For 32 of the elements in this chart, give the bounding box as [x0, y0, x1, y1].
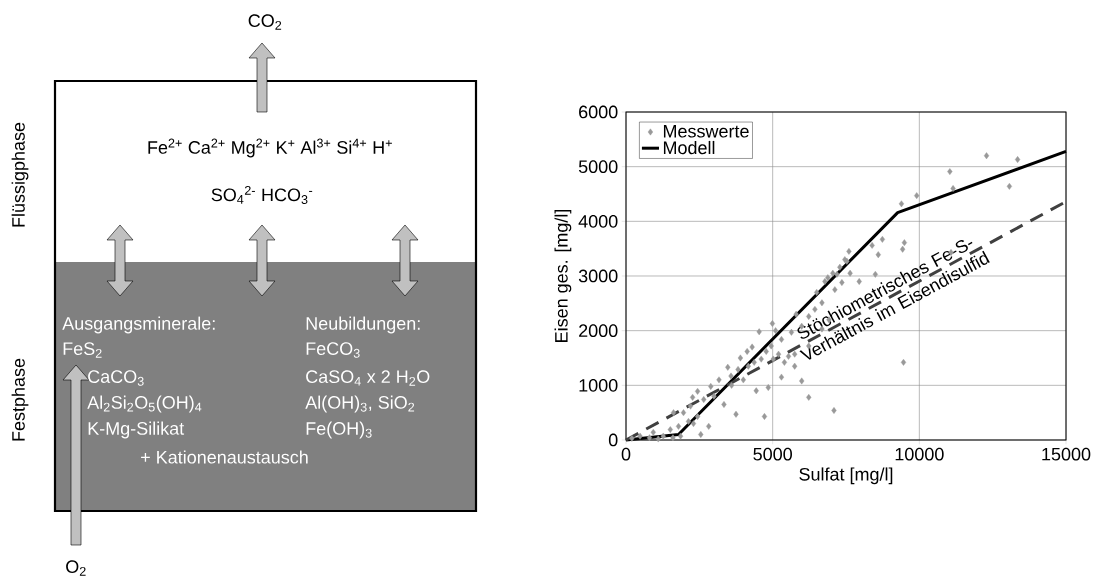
- y-tick-label: 3000: [578, 269, 618, 283]
- text: Ausgangsminerale:: [62, 316, 215, 334]
- text: CaSO$_{4}$ x 2 H$_{2}$O: [306, 370, 430, 386]
- x-axis-title: Sulfat [mg/l]: [799, 467, 893, 485]
- y-axis-title: Eisen ges. [mg/l]: [554, 209, 572, 342]
- text: K-Mg-Silikat: [88, 421, 185, 439]
- text: Neubildungen:: [306, 316, 420, 334]
- text: + Kationenaustausch: [141, 450, 308, 464]
- text: Al$_{2}$Si$_{2}$O$_{5}$(OH)$_{4}$: [87, 395, 202, 413]
- text: Fe(OH)$_{3}$: [306, 421, 372, 439]
- y-tick-label: 0: [608, 433, 618, 447]
- x-tick-label: 10000: [895, 447, 944, 461]
- legend-label: Messwerte: [663, 125, 749, 138]
- y-tick-label: 5000: [578, 160, 618, 174]
- text: FeS$_{2}$: [63, 342, 102, 358]
- x-tick-label: 0: [621, 447, 631, 461]
- y-tick-label: 6000: [579, 105, 618, 119]
- text: Fe$^{2+}$ Ca$^{2+}$ Mg$^{2+}$ K$^{+}$ Al$^{3+}$ Si$^{4+}$ H$^{+}$: [148, 138, 392, 158]
- text: Al(OH)$_{3}$, SiO$_{2}$: [305, 395, 415, 413]
- legend-label: Modell: [663, 140, 715, 155]
- text: Flüssigphase: [11, 122, 29, 227]
- x-tick-label: 5000: [753, 447, 792, 461]
- text: CaCO$_{3}$: [88, 370, 144, 386]
- text: CO$_{2}$: [248, 14, 282, 30]
- y-tick-label: 2000: [579, 324, 618, 338]
- y-tick-label: 1000: [579, 378, 618, 392]
- text: SO$_{4}$$^{2-}$ HCO$_{3}$-: [211, 185, 313, 205]
- y-tick-label: 4000: [578, 214, 618, 228]
- x-tick-label: 15000: [1042, 447, 1091, 461]
- text: Festphase: [11, 358, 29, 441]
- text: FeCO$_{3}$: [306, 342, 360, 358]
- text: O$_{2}$: [66, 560, 86, 576]
